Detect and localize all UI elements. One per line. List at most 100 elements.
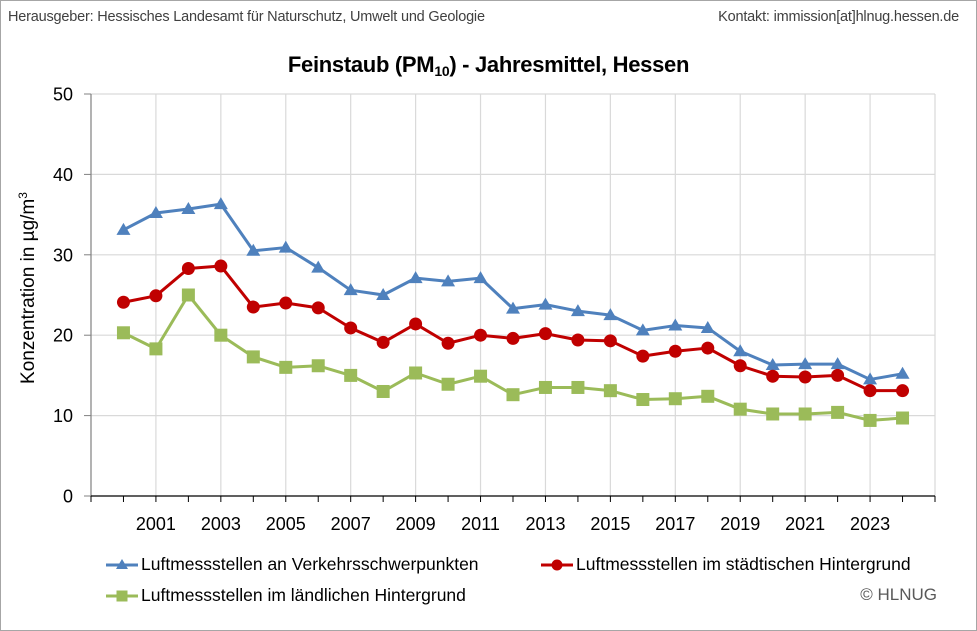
- data-point-square: [733, 402, 747, 416]
- data-point-square: [831, 405, 845, 419]
- series-line: [122, 293, 903, 422]
- data-point-circle: [149, 289, 163, 303]
- series-line: [123, 264, 903, 393]
- data-point-circle: [441, 336, 455, 350]
- data-point-triangle: [148, 205, 163, 218]
- data-point-square: [376, 384, 390, 398]
- series-3: [116, 288, 910, 427]
- data-point-square: [603, 384, 617, 398]
- data-point-triangle: [830, 357, 845, 370]
- data-point-triangle: [278, 240, 293, 253]
- data-point-triangle: [473, 271, 488, 284]
- x-tick-label: 2003: [201, 514, 241, 534]
- data-point-triangle: [570, 304, 585, 317]
- x-tick-label: 2017: [655, 514, 695, 534]
- x-tick-label: 2015: [590, 514, 630, 534]
- data-point-triangle: [895, 366, 910, 379]
- data-point-circle: [571, 333, 585, 347]
- data-point-circle: [668, 344, 682, 358]
- series-group: [116, 197, 910, 427]
- data-point-square: [896, 411, 910, 425]
- y-tick-label: 50: [53, 85, 73, 105]
- data-point-triangle: [408, 271, 423, 284]
- x-tick-label: 2013: [525, 514, 565, 534]
- title-text-after: ) - Jahresmittel, Hessen: [449, 52, 690, 77]
- data-point-circle: [376, 335, 390, 349]
- data-point-circle: [214, 259, 228, 273]
- contact-text: Kontakt: immission[at]hlnug.hessen.de: [718, 9, 959, 25]
- data-point-square: [538, 380, 552, 394]
- legend-triangle-marker-icon: [106, 558, 138, 569]
- title-subscript: 10: [434, 63, 450, 79]
- data-point-square: [636, 393, 650, 407]
- legend-square-marker-icon: [106, 590, 138, 601]
- data-point-square: [344, 368, 358, 382]
- y-tick-label: 30: [53, 245, 73, 265]
- x-tick-label: 2001: [136, 514, 176, 534]
- series-2: [116, 259, 910, 398]
- data-point-square: [571, 380, 585, 394]
- data-point-circle: [506, 331, 520, 345]
- chart-title: Feinstaub (PM10) - Jahresmittel, Hessen: [0, 52, 977, 79]
- legend-item-traffic: Luftmessstellen an Verkehrsschwerpunkten: [105, 554, 479, 575]
- y-tick-labels: 0 10 20 30 40 50: [53, 85, 73, 507]
- legend-label-rural: Luftmessstellen im ländlichen Hintergrun…: [141, 585, 466, 605]
- data-point-triangle: [733, 344, 748, 357]
- x-tick-labels: 2001 2003 2005 2007 2009 2011 2013 2015 2017 2019…: [136, 514, 890, 534]
- data-point-triangle: [700, 320, 715, 333]
- data-point-circle: [181, 261, 195, 275]
- data-point-square: [798, 407, 812, 421]
- y-tick-label: 10: [53, 406, 73, 426]
- data-point-circle: [538, 327, 552, 341]
- y-tick-label: 40: [53, 165, 73, 185]
- data-point-square: [311, 359, 325, 373]
- data-point-triangle: [441, 274, 456, 287]
- data-point-triangle: [116, 222, 131, 235]
- data-point-triangle: [246, 243, 261, 256]
- data-point-circle: [344, 321, 358, 335]
- data-point-circle: [636, 349, 650, 363]
- data-point-circle: [863, 384, 877, 398]
- x-tick-label: 2019: [720, 514, 760, 534]
- legend-label-urban: Luftmessstellen im städtischen Hintergru…: [576, 554, 911, 574]
- data-point-triangle: [668, 318, 683, 331]
- x-tick-label: 2007: [331, 514, 371, 534]
- data-point-triangle: [798, 357, 813, 370]
- data-point-square: [863, 413, 877, 427]
- data-point-triangle: [635, 323, 650, 336]
- data-point-circle: [733, 359, 747, 373]
- data-point-square: [149, 342, 163, 356]
- copyright-text: © HLNUG: [860, 585, 937, 604]
- data-point-triangle: [213, 197, 228, 210]
- data-point-triangle: [181, 201, 196, 214]
- data-point-square: [214, 328, 228, 342]
- x-tick-label: 2023: [850, 514, 890, 534]
- data-point-square: [668, 392, 682, 406]
- data-point-circle: [116, 295, 130, 309]
- data-point-square: [279, 360, 293, 374]
- data-point-square: [441, 377, 455, 391]
- axes: [84, 93, 936, 502]
- data-point-circle: [766, 369, 780, 383]
- legend-item-rural: Luftmessstellen im ländlichen Hintergrun…: [105, 585, 466, 606]
- data-point-circle: [896, 384, 910, 398]
- data-point-square: [474, 369, 488, 383]
- data-point-circle: [311, 301, 325, 315]
- legend-circle-marker-icon: [541, 559, 573, 570]
- data-point-triangle: [376, 288, 391, 300]
- data-point-triangle: [863, 372, 878, 385]
- data-point-square: [181, 288, 195, 302]
- data-point-circle: [409, 317, 423, 331]
- title-text-before: Feinstaub (PM: [287, 52, 435, 77]
- data-point-circle: [831, 368, 845, 382]
- data-point-square: [409, 366, 423, 380]
- y-tick-label: 0: [63, 487, 73, 507]
- data-point-circle: [246, 300, 260, 314]
- x-tick-label: 2009: [396, 514, 436, 534]
- data-point-square: [701, 389, 715, 403]
- data-point-triangle: [765, 357, 780, 370]
- data-point-circle: [603, 334, 617, 348]
- x-tick-label: 2021: [785, 514, 825, 534]
- data-point-triangle: [538, 297, 553, 310]
